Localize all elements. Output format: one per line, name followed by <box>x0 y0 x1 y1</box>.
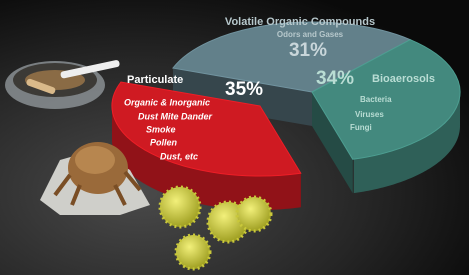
slice-detail: Bacteria <box>360 95 392 104</box>
slice-label: Volatile Organic Compounds <box>225 16 375 28</box>
slice-detail: Pollen <box>150 137 178 147</box>
slice-detail: Odors and Gases <box>277 30 344 39</box>
slice-detail: Dust, etc <box>160 151 198 161</box>
slice-detail: Dust Mite Dander <box>138 111 213 121</box>
percent-label: 31% <box>289 40 327 61</box>
slice-detail: Smoke <box>146 124 176 134</box>
slice-detail: Fungi <box>350 123 372 132</box>
slice-label: Particulate <box>127 74 183 86</box>
slice-label: Bioaerosols <box>372 73 435 85</box>
slice-detail: Viruses <box>355 110 384 119</box>
slice-detail: Organic & Inorganic <box>124 97 210 107</box>
percent-label: 34% <box>316 68 354 89</box>
infographic: Volatile Organic Compounds Odors and Gas… <box>0 0 469 275</box>
percent-label: 35% <box>225 79 263 100</box>
